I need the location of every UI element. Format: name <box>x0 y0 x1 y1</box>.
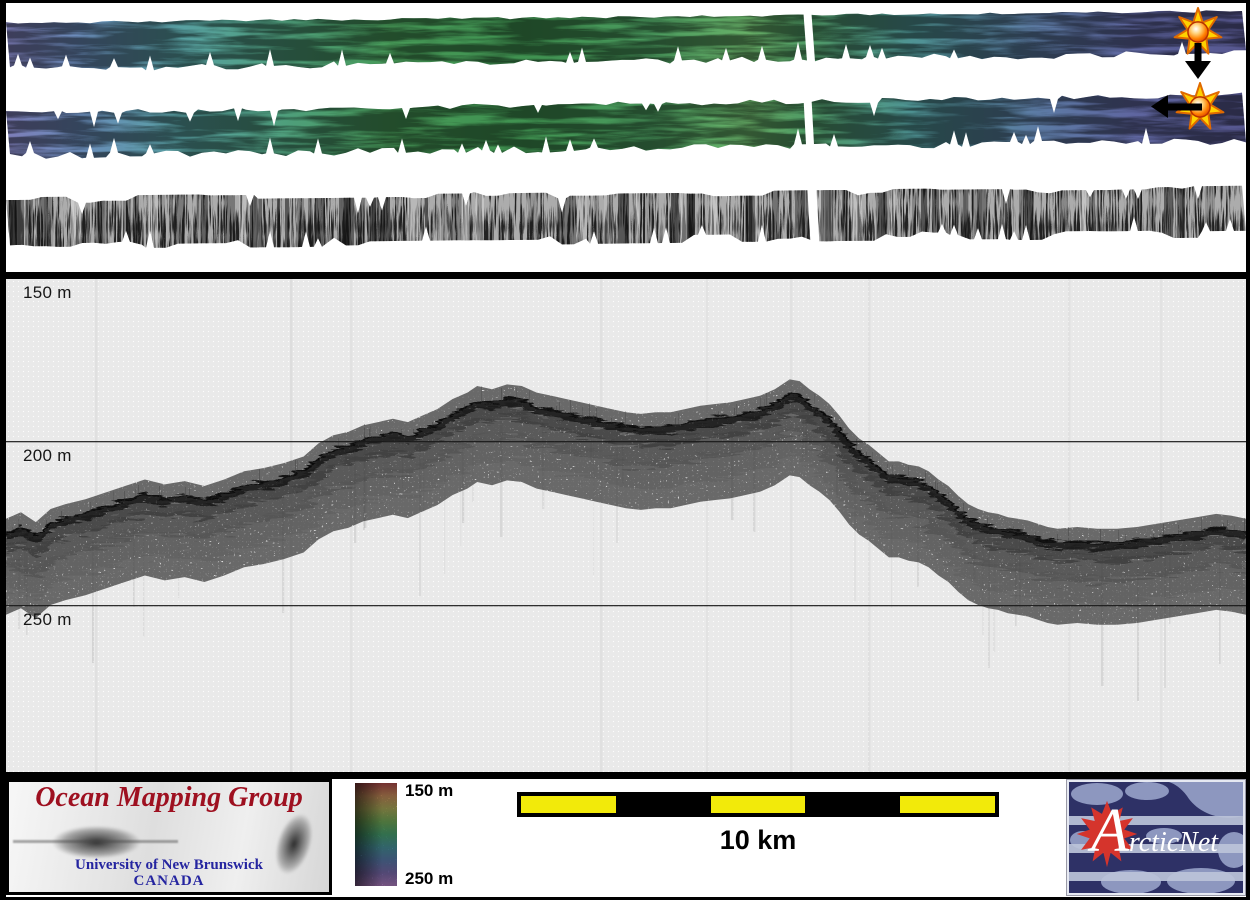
swath-panel-svg <box>6 7 1246 253</box>
shaded-bathymetry-swath-1 <box>6 10 1246 71</box>
depth-label-150: 150 m <box>23 283 72 302</box>
water-column-streak <box>95 279 98 772</box>
depth-label-200: 200 m <box>23 446 72 465</box>
water-column-streak <box>790 279 793 772</box>
depth-colorbar <box>355 783 397 886</box>
scale-bar <box>517 792 999 817</box>
swath-seam <box>803 89 815 163</box>
arcticnet-initial: A <box>1091 797 1129 865</box>
echogram-panel: 150 m 200 m 250 m <box>6 279 1246 772</box>
omg-subtitle-university: University of New Brunswick <box>75 857 263 873</box>
colorbar-top-label: 150 m <box>405 781 454 800</box>
seafloor-return-band <box>6 379 1246 625</box>
depth-label-250: 250 m <box>23 610 72 629</box>
omg-title: Ocean Mapping Group <box>35 782 303 813</box>
swath-seam <box>807 183 820 253</box>
water-column-streak <box>600 279 603 772</box>
arcticnet-logo: ArcticNet <box>1067 780 1245 895</box>
colorbar-bottom-label: 250 m <box>405 869 454 888</box>
surface-spikes <box>12 386 1245 543</box>
water-column-streak <box>868 279 871 772</box>
depth-colorbar-gradient <box>355 783 397 886</box>
sun-icon <box>1173 7 1223 55</box>
omg-subtitle-country: CANADA <box>133 873 205 889</box>
latitude-bands <box>1069 816 1243 881</box>
water-column-streak <box>1068 279 1071 772</box>
gridline-250m <box>6 605 1246 607</box>
arrow-left-icon <box>1151 95 1202 118</box>
acoustic-tails <box>18 405 1221 701</box>
arcticnet-map-art <box>1069 782 1243 893</box>
scale-bar-segment-black <box>615 796 711 813</box>
maple-leaf-icon <box>1076 800 1138 868</box>
footer-panel: Ocean Mapping Group University of New Br… <box>6 779 1246 897</box>
gridline-200m <box>6 441 1246 443</box>
arrow-down-icon <box>1185 43 1211 79</box>
water-column-streak <box>1160 279 1163 772</box>
scale-bar-segment-yellow <box>521 796 616 813</box>
swath-seam <box>803 7 816 75</box>
towline-silhouette <box>13 840 178 843</box>
arcticnet-rest: rcticNet <box>1128 827 1219 858</box>
scale-bar-segment-yellow <box>710 796 806 813</box>
backscatter-swath <box>6 185 1246 248</box>
shaded-bathymetry-swath-2 <box>6 92 1246 159</box>
echogram-svg <box>6 279 1246 772</box>
swath-panel <box>6 3 1246 272</box>
survey-boat-silhouette <box>37 818 169 862</box>
arcticnet-wordmark: ArcticNet <box>1091 800 1218 862</box>
scale-bar-segment-black <box>805 796 901 813</box>
water-column-streak <box>706 279 709 772</box>
scale-bar-label: 10 km <box>719 825 797 855</box>
ocean-mapping-group-logo: Ocean Mapping Group University of New Br… <box>6 779 332 895</box>
water-column-streak <box>290 279 293 772</box>
water-column-streak <box>350 279 353 772</box>
scale-bar-segment-yellow <box>900 796 995 813</box>
